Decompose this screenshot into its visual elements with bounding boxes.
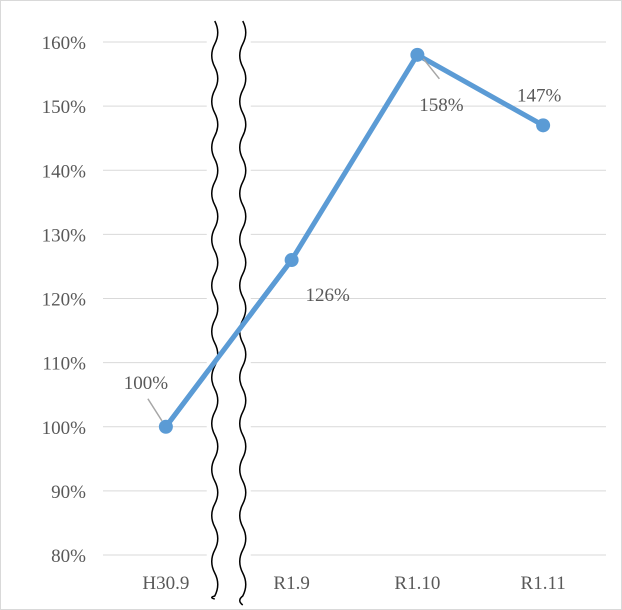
data-label-group: 100% 126% 158% 147% xyxy=(124,58,562,422)
axis-break xyxy=(163,20,295,606)
x-axis-tick-labels: H30.9 R1.9 R1.10 R1.11 xyxy=(142,573,565,594)
y-tick-label: 160% xyxy=(42,33,87,54)
y-tick-label: 100% xyxy=(42,418,87,439)
gridlines xyxy=(103,41,606,556)
y-tick-label: 130% xyxy=(42,225,87,246)
x-tick-label: H30.9 xyxy=(142,573,189,594)
x-tick-label: R1.10 xyxy=(394,573,440,594)
leader-line xyxy=(422,58,440,80)
data-label: 126% xyxy=(305,285,350,306)
x-tick-label: R1.9 xyxy=(273,573,309,594)
y-tick-label: 140% xyxy=(42,161,87,182)
y-tick-label: 150% xyxy=(42,97,87,118)
leader-line xyxy=(147,398,163,422)
series-line-through-break xyxy=(163,257,295,430)
data-point xyxy=(410,47,425,62)
data-point xyxy=(536,118,551,133)
data-label: 147% xyxy=(517,85,562,106)
y-tick-label: 110% xyxy=(42,354,86,375)
y-tick-label: 80% xyxy=(51,546,86,567)
y-tick-label: 120% xyxy=(42,290,87,311)
axis-break-right-edge xyxy=(239,20,247,606)
y-axis-tick-labels: 80% 90% 100% 110% 120% 130% 140% 150% 160% xyxy=(42,33,87,567)
axis-break-left-edge xyxy=(211,20,219,600)
data-label: 100% xyxy=(124,373,169,394)
y-tick-label: 90% xyxy=(51,482,86,503)
x-tick-label: R1.11 xyxy=(521,573,566,594)
data-label: 158% xyxy=(419,95,464,116)
axis-break-mask xyxy=(206,27,251,599)
